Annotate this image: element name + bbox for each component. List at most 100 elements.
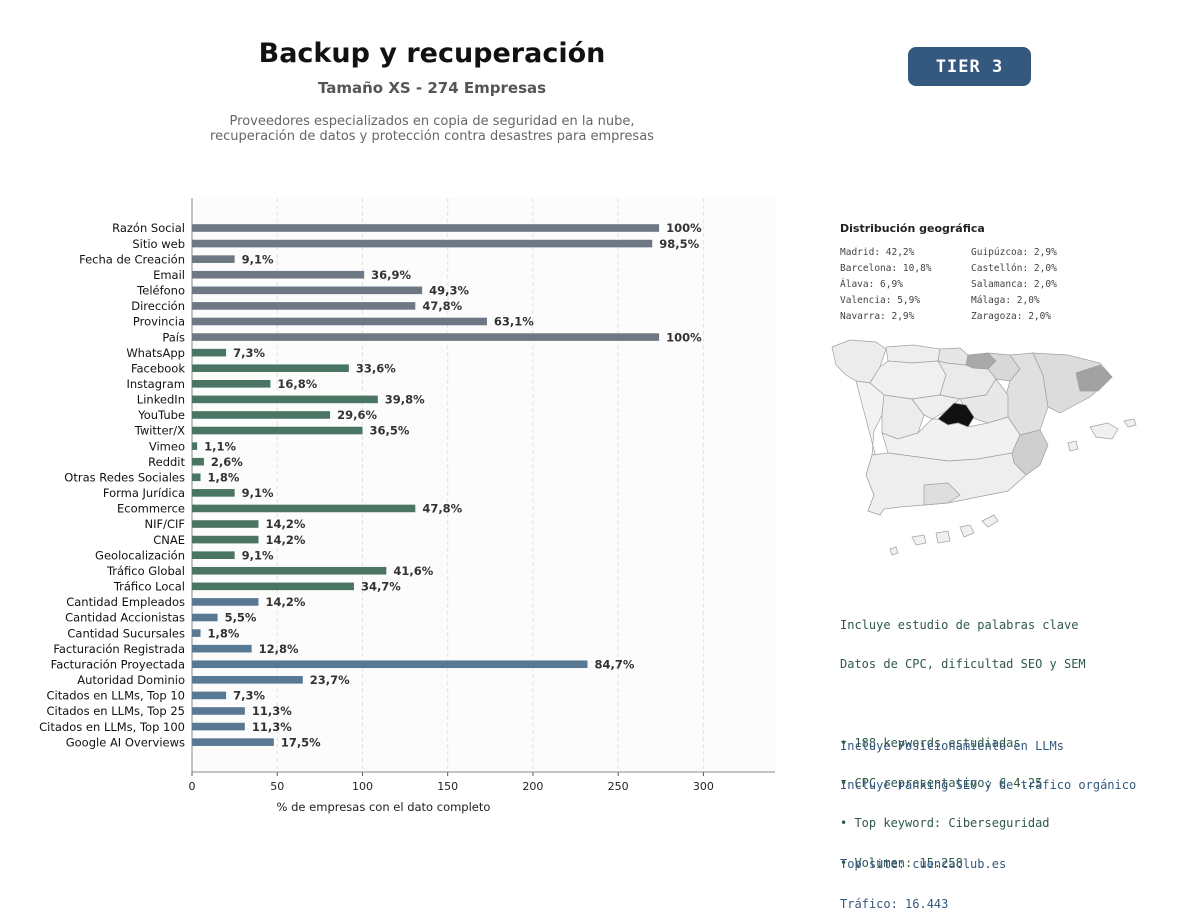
value-label: 7,3%	[233, 689, 265, 703]
description-line-2: recuperación de datos y protección contr…	[210, 129, 654, 144]
bar	[192, 551, 235, 559]
bar-chart: 0 50 100 150 200 250 300 Razón Social 100% Sitio …	[39, 198, 775, 814]
geo-item: Salamanca: 2,0%	[971, 279, 1057, 290]
value-label: 12,8%	[259, 642, 299, 656]
category-label: Tráfico Global	[106, 564, 185, 578]
bar	[192, 333, 660, 341]
value-label: 100%	[666, 221, 702, 235]
geo-item: Barcelona: 10,8%	[840, 263, 932, 274]
value-label: 11,3%	[252, 704, 292, 718]
tier-badge: TIER 3	[908, 47, 1031, 86]
keywords-line-1: Incluye estudio de palabras clave	[840, 617, 1079, 632]
value-label: 9,1%	[242, 486, 274, 500]
bar	[192, 582, 354, 591]
category-label: Facebook	[131, 361, 185, 375]
map-region-asturias	[885, 344, 941, 364]
category-label: Citados en LLMs, Top 100	[39, 720, 185, 734]
value-label: 84,7%	[594, 657, 634, 671]
llm-block: Incluye Posicionamiento en LLMs Incluye …	[840, 713, 1136, 924]
keywords-bullet: • CPC representativo: € 4.25	[840, 775, 1043, 790]
x-tick-label: 200	[522, 780, 543, 793]
category-label: Cantidad Accionistas	[65, 611, 185, 625]
category-label: Ecommerce	[117, 502, 185, 516]
value-label: 17,5%	[281, 735, 321, 749]
bar	[192, 364, 349, 373]
bar	[192, 613, 218, 622]
bar	[192, 286, 423, 295]
bar	[192, 629, 201, 637]
category-label: Autoridad Dominio	[77, 673, 185, 687]
value-label: 5,5%	[225, 611, 257, 625]
bar	[192, 395, 378, 404]
value-label: 14,2%	[265, 595, 305, 609]
keywords-bullet: • 188 keywords estudiadas	[840, 735, 1021, 750]
value-label: 49,3%	[429, 284, 469, 298]
geo-item: Castellón: 2,0%	[971, 263, 1057, 274]
category-label: País	[162, 330, 185, 344]
map-region-canarias-1	[911, 534, 927, 546]
llm-line-1: Incluye Posicionamiento en LLMs	[840, 738, 1064, 753]
map-region-canarias-4	[981, 514, 999, 528]
map-region-malaga	[923, 482, 961, 506]
value-label: 1,8%	[208, 470, 240, 484]
value-label: 34,7%	[361, 580, 401, 594]
category-label: Facturación Proyectada	[51, 657, 185, 671]
category-label: YouTube	[137, 408, 185, 422]
geo-item: Valencia: 5,9%	[840, 295, 921, 306]
x-axis-label: % de empresas con el dato completo	[277, 800, 491, 814]
category-label: Cantidad Sucursales	[67, 626, 185, 640]
category-label: Teléfono	[136, 284, 185, 298]
bar	[192, 691, 227, 700]
value-label: 9,1%	[242, 548, 274, 562]
bar	[192, 224, 660, 232]
value-label: 1,8%	[208, 626, 240, 640]
category-label: Facturación Registrada	[53, 642, 185, 656]
bar	[192, 489, 235, 497]
category-label: Fecha de Creación	[79, 252, 185, 266]
map-region-baleares-menorca	[1123, 418, 1137, 428]
category-label: Sitio web	[132, 237, 185, 251]
category-label: Dirección	[131, 299, 185, 313]
bar	[192, 380, 271, 388]
category-label: NIF/CIF	[144, 517, 185, 531]
category-label: Citados en LLMs, Top 25	[46, 704, 185, 718]
geo-title: Distribución geográfica	[840, 222, 985, 235]
bar	[192, 707, 245, 715]
value-label: 33,6%	[356, 361, 396, 375]
spain-map	[831, 339, 1137, 556]
page-subtitle: Tamaño XS - 274 Empresas	[317, 79, 547, 97]
category-label: Instagram	[126, 377, 185, 391]
value-label: 23,7%	[310, 673, 350, 687]
plot-area	[192, 198, 775, 772]
bar	[192, 270, 365, 279]
geo-list: Madrid: 42,2% Guipúzcoa: 2,9% Barcelona:…	[840, 246, 1100, 323]
bar	[192, 660, 588, 669]
bar	[192, 504, 416, 513]
bar	[192, 457, 204, 466]
category-label: Google AI Overviews	[66, 735, 185, 749]
keywords-line-2: Datos de CPC, dificultad SEO y SEM	[840, 657, 1086, 672]
bar	[192, 255, 235, 263]
category-label: LinkedIn	[137, 393, 185, 407]
category-label: Vimeo	[149, 439, 185, 453]
geo-item: Navarra: 2,9%	[840, 311, 915, 322]
map-region-barcelona	[1075, 364, 1113, 392]
value-label: 41,6%	[393, 564, 433, 578]
category-label: Reddit	[148, 455, 185, 469]
description: Proveedores especializados en copia de s…	[132, 114, 732, 144]
value-label: 39,8%	[385, 393, 425, 407]
x-tick-label: 100	[352, 780, 373, 793]
category-label: Razón Social	[112, 221, 185, 235]
value-label: 47,8%	[422, 299, 462, 313]
value-label: 100%	[666, 330, 702, 344]
geo-item: Málaga: 2,0%	[971, 295, 1040, 306]
value-label: 16,8%	[277, 377, 317, 391]
map-region-canarias-5	[889, 546, 899, 556]
bar	[192, 598, 259, 606]
value-label: 29,6%	[337, 408, 377, 422]
value-label: 11,3%	[252, 720, 292, 734]
category-label: Cantidad Empleados	[66, 595, 185, 609]
keywords-bullet: • Top keyword: Ciberseguridad	[840, 815, 1050, 830]
bar	[192, 520, 259, 528]
map-region-canarias-2	[935, 530, 951, 544]
